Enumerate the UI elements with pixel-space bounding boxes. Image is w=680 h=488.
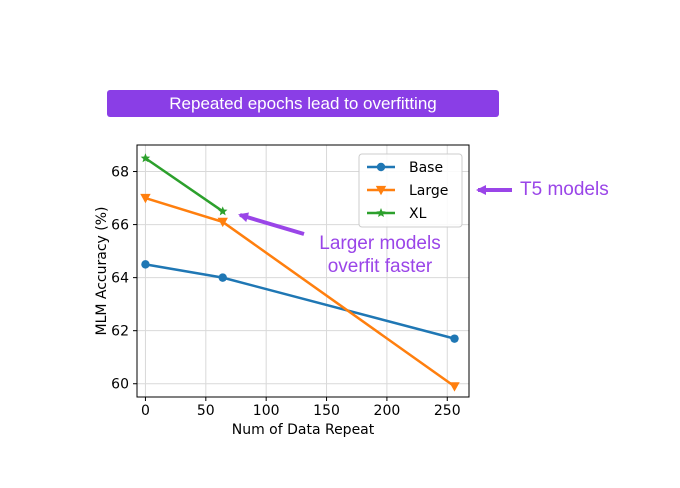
x-axis-label: Num of Data Repeat xyxy=(232,422,375,438)
x-tick-label: 50 xyxy=(197,403,215,419)
larger-models-line1: Larger models xyxy=(319,233,441,254)
series-base xyxy=(141,260,459,343)
x-tick-label: 200 xyxy=(374,403,401,419)
legend-label-xl: XL xyxy=(409,206,427,222)
title-banner: Repeated epochs lead to overfitting xyxy=(107,90,499,117)
legend-marker-base xyxy=(376,162,386,172)
y-tick-label: 62 xyxy=(111,324,129,340)
y-tick-label: 68 xyxy=(111,165,129,181)
legend-marker-xl xyxy=(376,208,386,218)
plot-frame xyxy=(136,144,470,398)
t5-models-annotation: T5 models xyxy=(520,179,609,200)
legend-marker-large xyxy=(375,185,387,196)
data-point-large xyxy=(217,217,228,228)
y-tick-label: 66 xyxy=(111,218,129,234)
x-tick-label: 250 xyxy=(434,403,461,419)
y-tick-label: 60 xyxy=(111,377,129,393)
y-axis-label: MLM Accuracy (%) xyxy=(94,206,110,335)
legend-label-base: Base xyxy=(409,160,443,176)
data-point-large xyxy=(140,193,151,204)
data-point-large xyxy=(449,382,460,392)
data-point-xl xyxy=(217,206,228,216)
larger-models-annotation: Larger models overfit faster xyxy=(300,232,460,278)
series-line-xl xyxy=(144,157,224,213)
legend-label-large: Large xyxy=(409,183,448,199)
legend: Base Large XL xyxy=(358,153,463,228)
series-layer xyxy=(140,153,460,392)
x-tick-label: 100 xyxy=(253,403,280,419)
x-tick-label: 0 xyxy=(141,403,150,419)
larger-models-line2: overfit faster xyxy=(327,256,433,277)
larger-models-arrow xyxy=(238,212,305,236)
series-large xyxy=(140,193,460,392)
x-tick-label: 150 xyxy=(313,403,340,419)
data-point-base xyxy=(218,273,227,282)
data-point-xl xyxy=(140,153,151,163)
legend-box xyxy=(358,153,463,228)
data-point-base xyxy=(450,334,459,343)
data-point-base xyxy=(141,260,150,269)
y-tick-label: 64 xyxy=(111,271,129,287)
series-xl xyxy=(140,153,228,216)
axes: 0 50 100 150 200 250 60 62 64 66 68 Num of Data Rep… xyxy=(94,144,470,438)
